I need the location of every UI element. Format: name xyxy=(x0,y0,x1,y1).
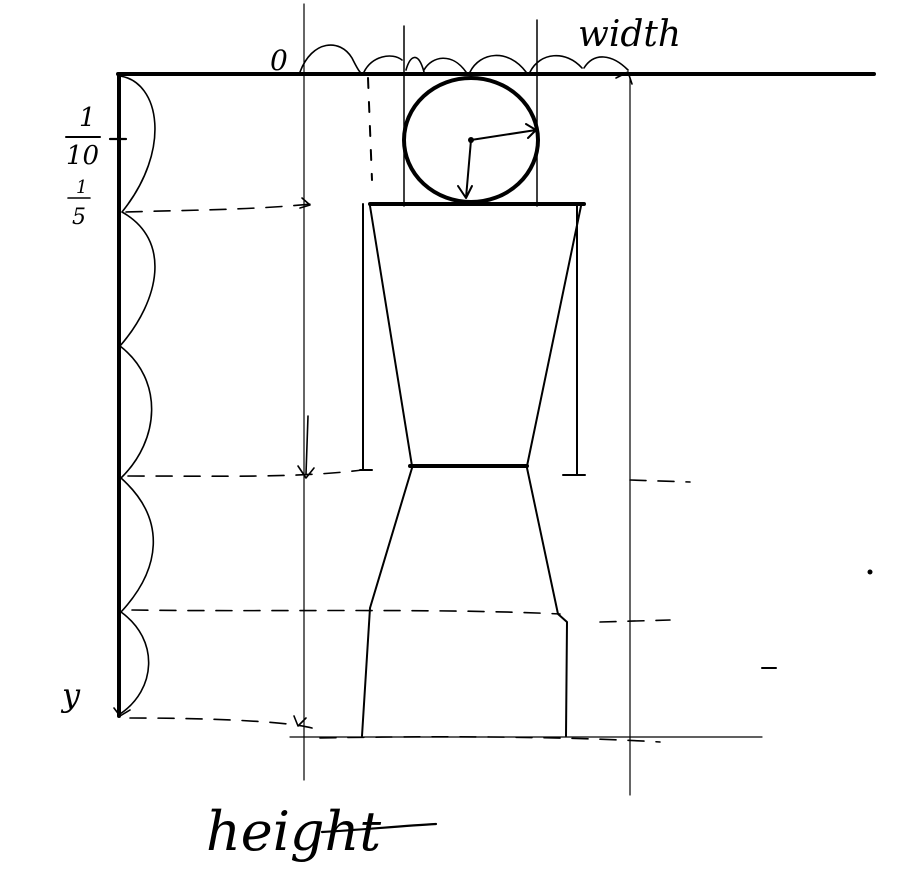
projection-arrow-4 xyxy=(293,715,307,727)
fifth-numerator: 1 xyxy=(76,177,87,198)
projection-arrow-2 xyxy=(297,415,315,479)
width-brace-arrow xyxy=(615,71,633,85)
leg-left-outline xyxy=(361,467,413,737)
height-label: height xyxy=(206,800,381,863)
width-label: width xyxy=(578,14,681,55)
figure-head xyxy=(402,76,540,204)
axes xyxy=(116,72,876,718)
dashed-projections xyxy=(125,203,691,743)
projection-line-2-right xyxy=(629,479,691,483)
torso-right-side xyxy=(526,205,582,467)
radius-arrow-right xyxy=(470,123,537,141)
fifth-denominator: 5 xyxy=(72,205,86,230)
projection-line-4 xyxy=(129,717,313,729)
stray-dot xyxy=(867,569,873,575)
fifth-fraction-label: 1 5 xyxy=(67,177,91,230)
height-brace-arrow xyxy=(113,707,131,717)
height-label-strike xyxy=(320,822,438,834)
projection-line-2 xyxy=(127,469,363,478)
projection-line-3-right xyxy=(599,619,671,623)
y-axis-label: y xyxy=(60,676,81,714)
height-division-braces xyxy=(119,75,156,715)
figure-torso xyxy=(368,202,586,468)
vertical-guides xyxy=(289,3,763,796)
tenth-numerator: 1 xyxy=(79,103,96,133)
projection-line-3 xyxy=(131,609,561,615)
leg-right-outline xyxy=(526,467,568,737)
projection-line-1 xyxy=(125,203,313,213)
tenth-denominator: 10 xyxy=(66,141,99,171)
torso-left-side xyxy=(369,205,413,467)
vertical-dotted-projection xyxy=(367,77,373,181)
figure-legs xyxy=(361,467,568,737)
projection-arrow-1 xyxy=(299,197,311,209)
width-division-braces xyxy=(299,44,629,73)
tenth-fraction-label: 1 10 xyxy=(65,103,101,171)
projection-line-4-right xyxy=(319,736,661,743)
radius-arrow-down xyxy=(457,139,473,199)
origin-label: 0 xyxy=(270,44,288,77)
